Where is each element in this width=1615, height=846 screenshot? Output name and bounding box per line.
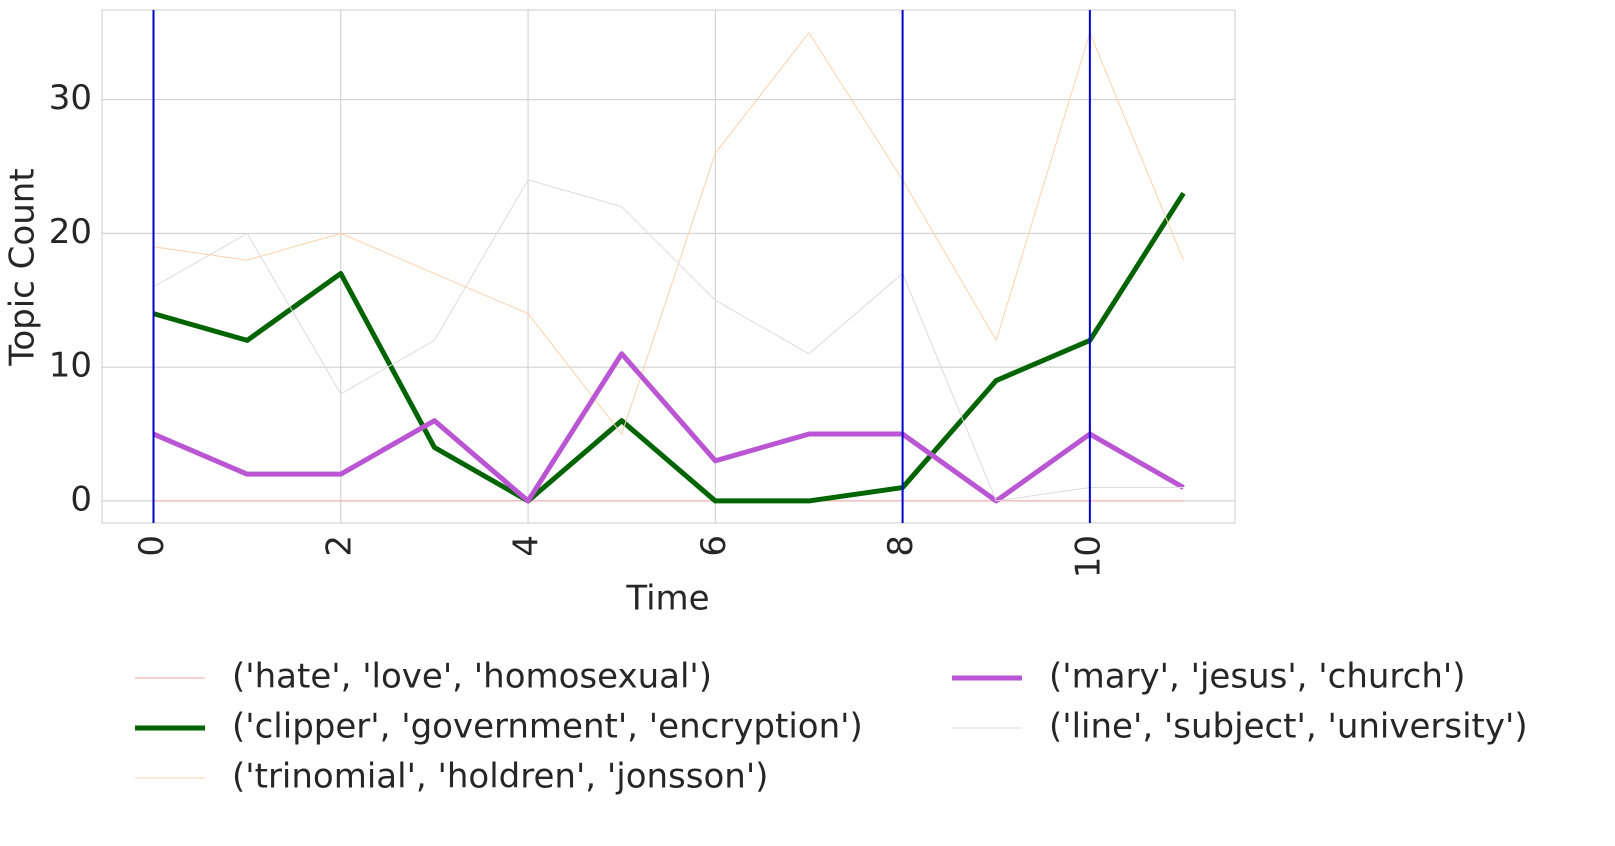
legend-label: ('line', 'subject', 'university') (1049, 707, 1528, 747)
y-axis-label: Topic Count (3, 168, 43, 366)
x-tick-label: 10 (1068, 535, 1108, 578)
legend-label: ('mary', 'jesus', 'church') (1049, 657, 1466, 697)
series-line (152, 351, 1185, 504)
x-tick-label: 0 (132, 535, 172, 557)
plot-area (101, 9, 1236, 524)
y-tick-label: 0 (70, 479, 92, 519)
x-axis-label: Time (625, 579, 709, 619)
y-tick-label: 10 (49, 346, 92, 386)
x-tick-label: 6 (694, 535, 734, 557)
y-tick-label: 20 (49, 212, 92, 252)
x-tick-label: 8 (881, 535, 921, 557)
y-tick-label: 30 (49, 78, 92, 118)
legend-label: ('hate', 'love', 'homosexual') (232, 657, 712, 697)
series-line (153, 179, 1184, 502)
x-tick-label: 4 (507, 535, 547, 557)
legend-label: ('trinomial', 'holdren', 'jonsson') (232, 757, 768, 797)
legend-label: ('clipper', 'government', 'encryption') (232, 707, 863, 747)
series-line (152, 191, 1186, 504)
series-line (153, 32, 1184, 435)
x-tick-label: 2 (319, 535, 359, 557)
